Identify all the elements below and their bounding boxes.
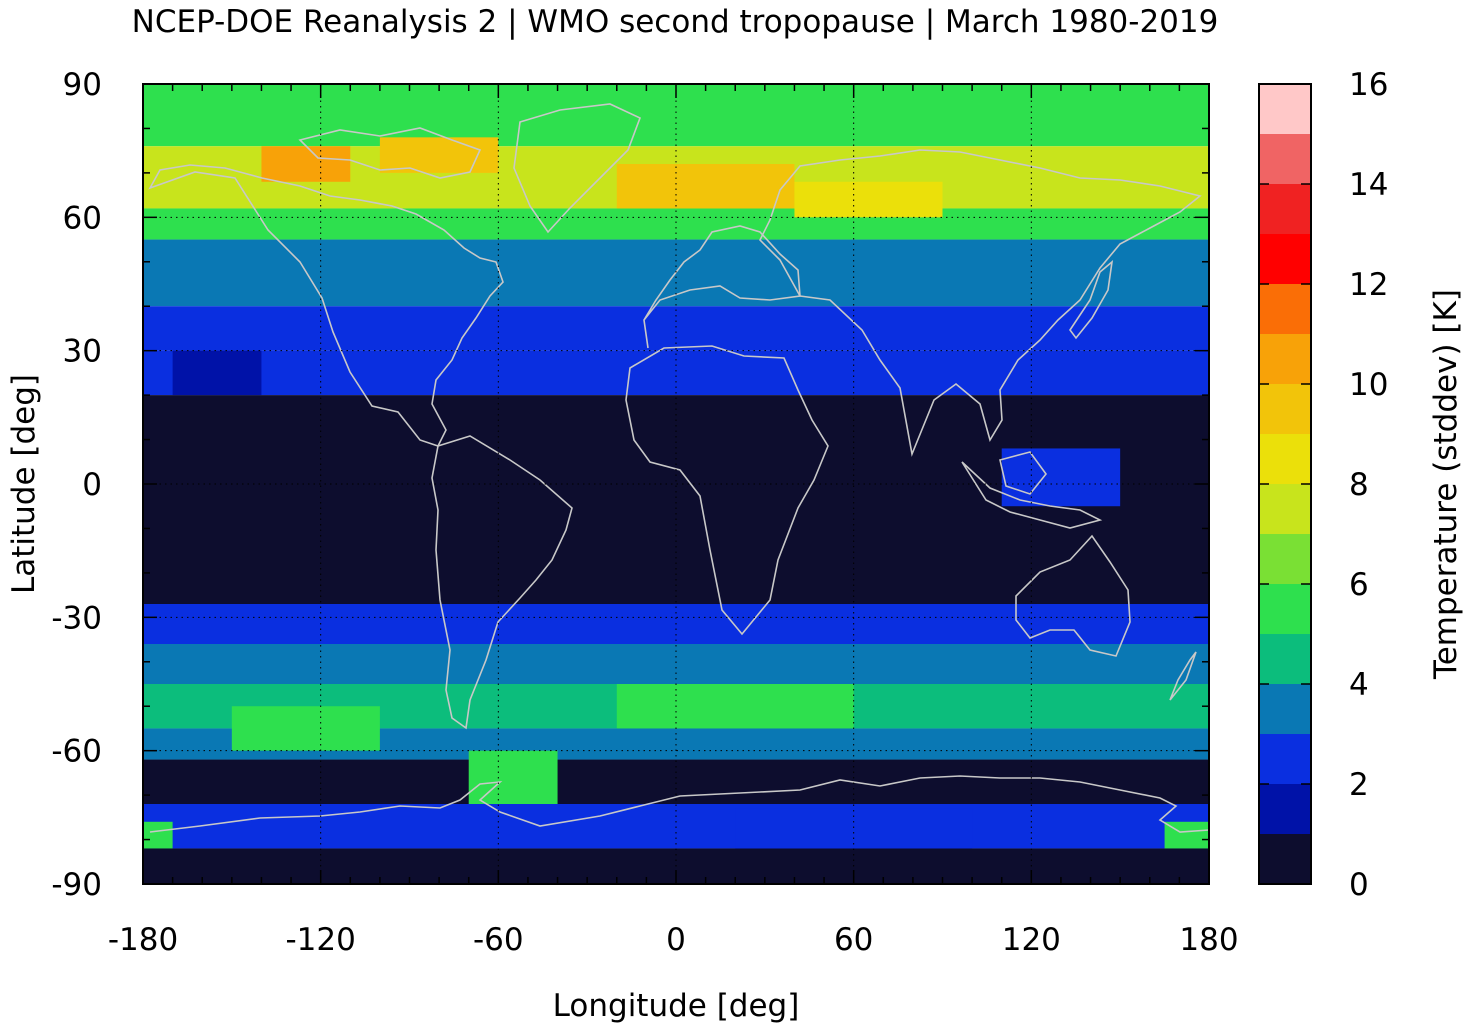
plot-area (143, 84, 1209, 884)
heatmap-feature (794, 181, 943, 218)
y-tick-label: 30 (63, 334, 102, 370)
y-axis-label: Latitude [deg] (6, 374, 42, 594)
grid-lines (143, 84, 1209, 884)
colorbar-ticks: 16 14 12 10 8 6 4 2 0 (1259, 67, 1388, 903)
colorbar-swatch (1259, 84, 1311, 134)
colorbar-swatch (1259, 384, 1311, 434)
colorbar-tick-label: 6 (1349, 567, 1369, 603)
coastline-australia (1015, 534, 1131, 657)
heatmap-feature (468, 750, 558, 804)
coastline-arctic-islands (298, 127, 482, 179)
axis-tick-labels: -180 -120 -60 0 60 120 180 90 60 30 0 -30 -60 -90 (51, 67, 1238, 958)
coastline-greenland (513, 103, 642, 234)
coastline-africa (625, 345, 829, 636)
heatmap-feature (261, 146, 351, 182)
heatmap-band (143, 350, 1209, 396)
heatmap-feature (143, 821, 173, 849)
y-tick-label: 60 (63, 200, 102, 236)
colorbar-tick-label: 4 (1349, 667, 1369, 703)
colorbar-tick-label: 8 (1349, 467, 1369, 503)
colorbar-tick-label: 2 (1349, 767, 1369, 803)
heatmap-feature (1164, 821, 1209, 849)
y-tick-label: 0 (82, 467, 102, 503)
colorbar-tick-label: 10 (1349, 367, 1388, 403)
y-tick-label: 90 (63, 67, 102, 103)
colorbar (1259, 84, 1311, 884)
heatmap-band (143, 208, 1209, 240)
x-tick-label: 0 (666, 922, 686, 958)
coastline-antarctica (149, 775, 1209, 833)
y-tick-label: -60 (51, 734, 102, 770)
x-axis-label: Longitude [deg] (553, 988, 800, 1024)
axis-ticks (142, 83, 1210, 885)
coastline-europe (643, 225, 801, 349)
coastline-south-america (431, 435, 573, 730)
colorbar-swatch (1259, 734, 1311, 784)
colorbar-swatch (1259, 484, 1311, 534)
heatmap-band (143, 306, 1209, 351)
chart-title: NCEP-DOE Reanalysis 2 | WMO second tropo… (132, 4, 1219, 40)
colorbar-swatch (1259, 684, 1311, 734)
colorbar-swatch (1259, 534, 1311, 584)
heatmap-feature (616, 684, 854, 729)
colorbar-swatch (1259, 284, 1311, 334)
colorbar-swatch (1259, 834, 1311, 884)
heatmap-feature (1001, 448, 1121, 507)
heatmap-feature (735, 808, 973, 849)
colorbar-label: Temperature (stddev) [K] (1428, 289, 1464, 680)
coastline-borneo (999, 451, 1048, 495)
colorbar-tick-label: 16 (1349, 67, 1388, 103)
colorbar-tick-label: 12 (1349, 267, 1388, 303)
colorbar-swatch (1259, 334, 1311, 384)
heatmap-feature (379, 137, 499, 173)
colorbar-swatch (1259, 784, 1311, 834)
x-tick-label: 60 (834, 922, 873, 958)
colorbar-swatch (1259, 634, 1311, 684)
coastline-japan (1069, 260, 1114, 340)
heatmap-feature (172, 350, 262, 396)
y-tick-label: -90 (51, 867, 102, 903)
coastline-indonesia (961, 461, 1103, 529)
heatmap-feature (231, 706, 380, 751)
colorbar-tick-label: 14 (1349, 167, 1388, 203)
colorbar-swatch (1259, 134, 1311, 184)
y-tick-label: -30 (51, 600, 102, 636)
x-tick-label: -60 (473, 922, 524, 958)
colorbar-swatch (1259, 434, 1311, 484)
coastline-new-zealand (1169, 651, 1197, 701)
heatmap-feature (616, 164, 795, 209)
colorbar-tick-label: 0 (1349, 867, 1369, 903)
x-tick-label: 120 (1002, 922, 1061, 958)
coastline-asia (759, 149, 1202, 457)
x-tick-label: -180 (108, 922, 178, 958)
colorbar-swatch (1259, 584, 1311, 634)
coastline-north-america (148, 164, 504, 447)
colorbar-swatch (1259, 234, 1311, 284)
x-tick-label: -120 (285, 922, 355, 958)
coastlines (148, 103, 1209, 833)
x-tick-label: 180 (1179, 922, 1238, 958)
colorbar-swatch (1259, 184, 1311, 234)
